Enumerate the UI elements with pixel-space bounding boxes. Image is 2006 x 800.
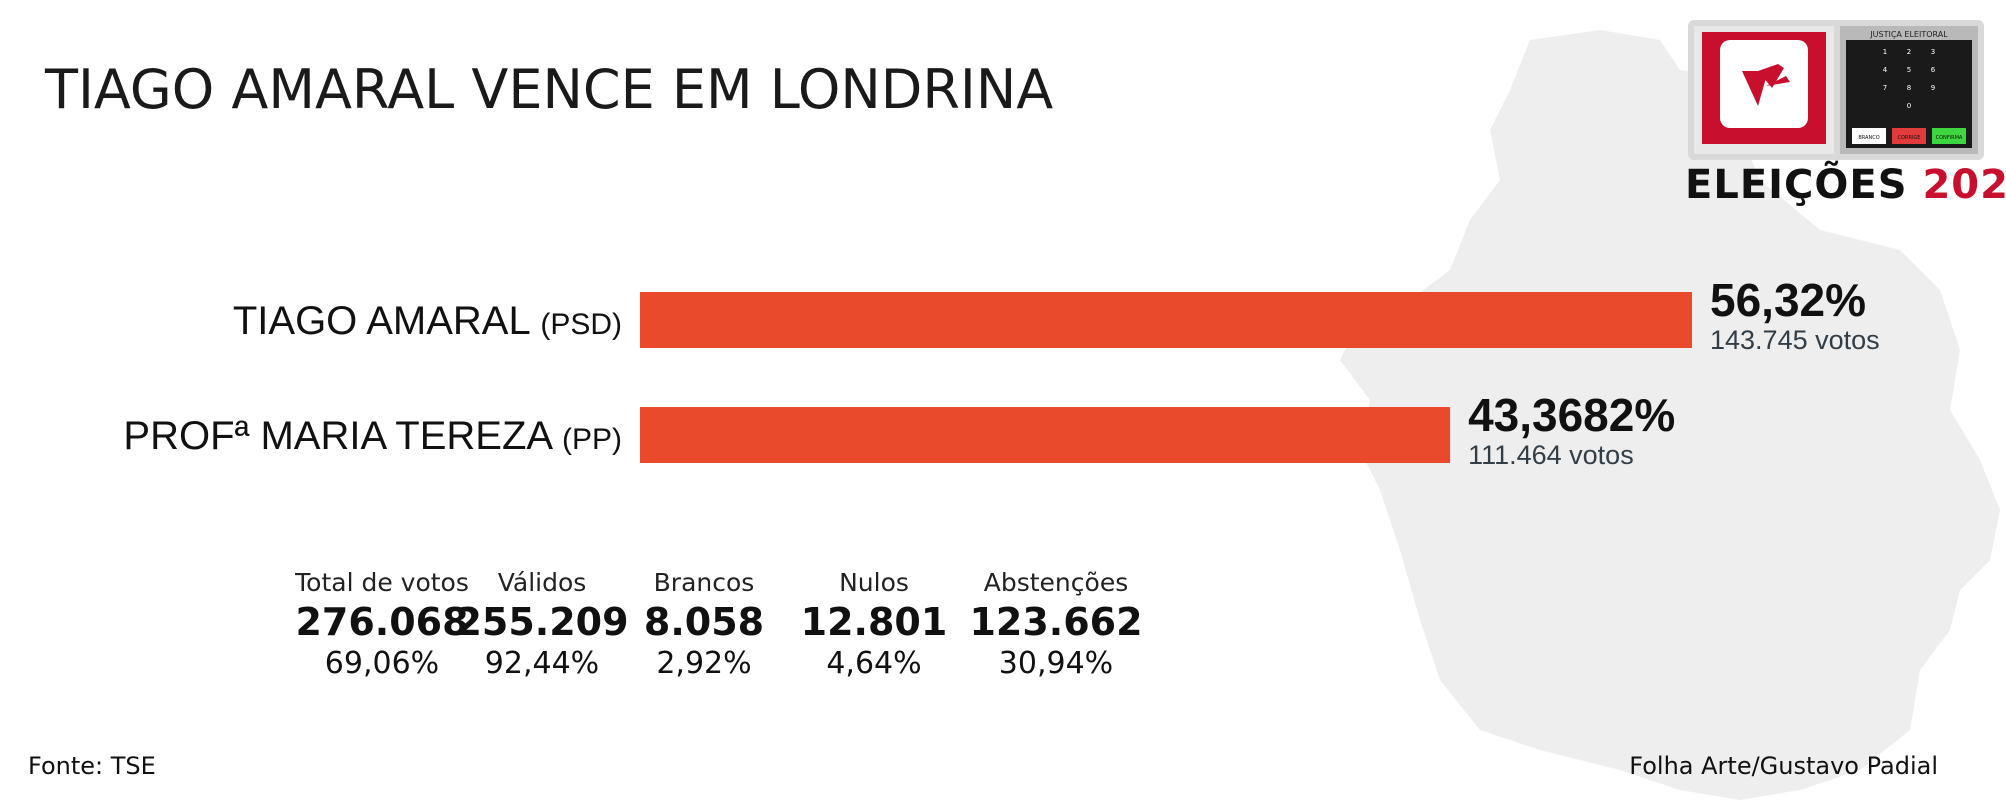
stat-value: 255.209 <box>455 600 629 644</box>
stat-label: Válidos <box>497 568 587 597</box>
stat-block: Válidos 255.209 92,44% <box>437 567 647 683</box>
urn-btn-branco: BRANCO <box>1858 135 1879 141</box>
stat-percent: 92,44% <box>484 646 600 681</box>
stat-value: 123.662 <box>969 600 1143 644</box>
bar <box>640 292 1692 348</box>
logo-word: ELEIÇÕES <box>1685 162 1908 208</box>
stats-row: Total de votos 276.068 69,06% Válidos 255.20… <box>0 567 1400 697</box>
urn-btn-confirma: CONFIRMA <box>1936 135 1963 141</box>
stat-block: Total de votos 276.068 69,06% <box>277 567 487 683</box>
urn-key: 0 <box>1907 102 1911 110</box>
candidate-name: PROFª MARIA TEREZA (PP) <box>123 414 622 458</box>
stat-block: Brancos 8.058 2,92% <box>599 567 809 683</box>
eleicoes-logo-text: ELEIÇÕES 2024 <box>1685 162 2006 208</box>
stat-percent: 2,92% <box>656 646 752 681</box>
urn-key: 1 <box>1883 48 1887 56</box>
stat-label: Nulos <box>839 568 909 597</box>
eleicoes-logo: JUSTIÇA ELEITORAL 1 2 3 4 5 6 7 8 9 0 BRANCO CORR… <box>1688 20 1984 160</box>
logo-year: 2024 <box>1922 162 2006 208</box>
stat-value: 8.058 <box>643 600 765 644</box>
urn-key: 7 <box>1883 84 1887 92</box>
stat-label: Abstenções <box>983 568 1129 597</box>
page-title: TIAGO AMARAL VENCE EM LONDRINA <box>45 58 1054 121</box>
stat-block: Abstenções 123.662 30,94% <box>951 567 1161 683</box>
candidate-party: (PP) <box>562 423 622 456</box>
urn-key: 2 <box>1907 48 1911 56</box>
urn-key: 9 <box>1931 84 1935 92</box>
candidate-name-text: TIAGO AMARAL <box>233 299 540 343</box>
voting-machine-icon: JUSTIÇA ELEITORAL 1 2 3 4 5 6 7 8 9 0 BRANCO CORR… <box>1688 20 1984 160</box>
credit-note: Folha Arte/Gustavo Padial <box>1629 752 1938 780</box>
candidate-party: (PSD) <box>540 308 622 341</box>
votes-label: 143.745 votos <box>1710 325 1880 355</box>
source-note: Fonte: TSE <box>28 752 156 780</box>
urn-header: JUSTIÇA ELEITORAL <box>1869 30 1948 39</box>
stat-label: Total de votos <box>295 568 469 597</box>
stat-percent: 30,94% <box>998 646 1114 681</box>
urn-btn-corrige: CORRIGE <box>1898 135 1921 141</box>
map-shape <box>1340 30 2000 800</box>
urn-key: 5 <box>1907 66 1911 74</box>
stat-value: 276.068 <box>295 600 469 644</box>
londrina-map-silhouette <box>1340 30 2000 800</box>
bar <box>640 407 1451 463</box>
percent-label: 56,32% <box>1710 274 1866 326</box>
percent-label: 43,3682% <box>1468 389 1675 441</box>
candidate-name-text: PROFª MARIA TEREZA <box>123 414 562 458</box>
urn-key: 6 <box>1931 66 1936 74</box>
candidate-name: TIAGO AMARAL (PSD) <box>233 299 622 343</box>
stat-percent: 4,64% <box>826 646 922 681</box>
votes-label: 111.464 votos <box>1468 440 1634 470</box>
stat-block: Nulos 12.801 4,64% <box>769 567 979 683</box>
stat-label: Brancos <box>653 568 755 597</box>
stat-percent: 69,06% <box>324 646 440 681</box>
urn-key: 3 <box>1931 48 1935 56</box>
urn-key: 4 <box>1883 66 1888 74</box>
urn-key: 8 <box>1907 84 1911 92</box>
stat-value: 12.801 <box>800 600 948 644</box>
